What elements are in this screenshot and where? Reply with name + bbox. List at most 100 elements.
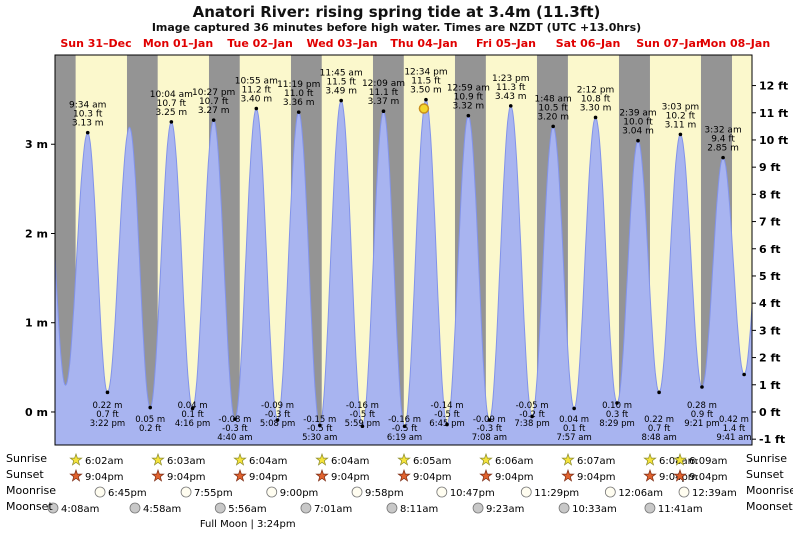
- high-tide-dot: [339, 98, 343, 103]
- high-tide-time: 12:34 pm: [404, 68, 447, 78]
- low-tide-ft: -0.5 ft: [307, 424, 333, 434]
- moonset-time: 7:01am: [314, 504, 352, 515]
- low-tide-m: -0.05 m: [516, 401, 549, 411]
- moonset-icon: [47, 502, 59, 514]
- right-axis-tick-label: 10 ft: [759, 134, 788, 147]
- low-tide-time: 8:29 pm: [599, 419, 634, 429]
- low-tide-dot: [487, 418, 492, 422]
- moonrise-icon: [604, 486, 616, 498]
- high-tide-ft: 10.3 ft: [73, 110, 103, 120]
- high-tide-dot: [593, 115, 598, 120]
- high-tide-m: 2.85 m: [707, 144, 739, 154]
- low-tide-ft: 0.9 ft: [691, 410, 714, 420]
- high-tide-m: 3.04 m: [622, 127, 654, 137]
- low-tide-time: 7:38 pm: [514, 419, 549, 429]
- low-tide-m: 0.05 m: [135, 415, 165, 425]
- low-tide-time: 6:45 pm: [429, 419, 464, 429]
- high-tide-ft: 10.2 ft: [666, 111, 696, 121]
- low-tide-m: -0.15 m: [303, 415, 336, 425]
- low-tide-ft: 0.7 ft: [648, 424, 671, 434]
- moonset-time: 9:23am: [486, 504, 524, 515]
- high-tide-time: 10:55 am: [235, 77, 278, 87]
- low-tide-time: 7:08 am: [472, 433, 507, 443]
- low-tide-ft: 0.2 ft: [139, 424, 162, 434]
- low-tide-ft: -0.3 ft: [265, 410, 291, 420]
- high-tide-m: 3.11 m: [665, 120, 697, 130]
- low-tide-dot: [105, 390, 110, 395]
- moonrise-icon: [180, 486, 192, 498]
- right-axis-tick-label: 2 ft: [759, 352, 781, 365]
- right-axis-tick-label: 4 ft: [759, 297, 781, 310]
- page-subtitle: Image captured 36 minutes before high wa…: [151, 21, 642, 34]
- high-tide-time: 10:27 pm: [192, 88, 235, 98]
- low-tide-ft: -0.2 ft: [519, 410, 545, 420]
- low-tide-time: 5:30 am: [302, 433, 337, 443]
- moonset-time: 5:56am: [228, 504, 266, 515]
- sunrise-time: 6:07am: [577, 456, 615, 467]
- sunrise-time: 6:02am: [85, 456, 123, 467]
- moonrise-time: 12:39am: [692, 488, 737, 499]
- high-tide-m: 3.50 m: [410, 86, 442, 96]
- right-axis-tick-label: 11 ft: [759, 107, 788, 120]
- high-tide-m: 3.43 m: [495, 92, 527, 102]
- high-tide-ft: 10.9 ft: [454, 93, 484, 103]
- moonrise-time: 7:55pm: [194, 488, 233, 499]
- high-tide-m: 3.25 m: [156, 108, 188, 118]
- low-tide-m: 0.42 m: [719, 415, 749, 425]
- sunset-icon: [561, 468, 575, 482]
- low-tide-m: -0.09 m: [473, 415, 506, 425]
- sunset-icon: [151, 468, 165, 482]
- moonrise-icon: [520, 486, 532, 498]
- moonrise-icon: [436, 486, 448, 498]
- high-tide-dot: [636, 138, 640, 143]
- high-tide-m: 3.36 m: [283, 98, 315, 108]
- low-tide-dot: [742, 372, 746, 377]
- low-tide-m: -0.09 m: [261, 401, 294, 411]
- sunrise-icon: [397, 452, 411, 466]
- high-tide-m: 3.40 m: [240, 95, 272, 105]
- low-tide-dot: [572, 406, 576, 411]
- day-label: Mon 01–Jan: [143, 37, 213, 50]
- low-tide-m: 0.22 m: [644, 415, 674, 425]
- high-tide-m: 3.30 m: [580, 103, 612, 113]
- high-tide-time: 1:23 pm: [492, 74, 530, 84]
- high-tide-dot: [169, 120, 174, 124]
- low-tide-m: -0.08 m: [218, 415, 251, 425]
- sunrise-icon: [643, 452, 657, 466]
- sunrise-icon: [233, 452, 247, 466]
- sunset-time: 9:04pm: [167, 472, 206, 483]
- low-tide-ft: 0.1 ft: [181, 410, 204, 420]
- sunset-time: 9:04pm: [249, 472, 288, 483]
- right-axis-tick-label: 5 ft: [759, 270, 781, 283]
- sunset-icon: [673, 468, 687, 482]
- right-axis-tick-label: 9 ft: [759, 161, 781, 174]
- moonset-time: 4:08am: [61, 504, 99, 515]
- left-axis-tick-label: 3 m: [25, 138, 48, 151]
- high-tide-ft: 10.0 ft: [623, 118, 653, 128]
- moonrise-icon: [94, 486, 106, 498]
- right-axis: -1 ft 0 ft 1 ft 2 ft 3 ft 4 ft 5 ft 6 ft 7 ft 8 f…: [752, 80, 788, 446]
- sunrise-icon: [69, 452, 83, 466]
- moonrise-label-left: Moonrise: [6, 484, 56, 497]
- high-tide-ft: 11.5 ft: [411, 77, 441, 87]
- moonset-icon: [472, 502, 484, 514]
- moonset-time: 4:58am: [143, 504, 181, 515]
- moonset-icon: [214, 502, 226, 514]
- moonrise-icon: [351, 486, 363, 498]
- high-tide-dot: [296, 110, 301, 114]
- sunset-icon: [315, 468, 329, 482]
- low-tide-ft: -0.3 ft: [222, 424, 248, 434]
- page-title: Anatori River: rising spring tide at 3.4…: [192, 3, 601, 21]
- low-tide-ft: 0.7 ft: [96, 410, 119, 420]
- sunset-time: 9:04pm: [577, 472, 616, 483]
- moonset-icon: [644, 502, 656, 514]
- low-tide-time: 9:41 am: [716, 433, 751, 443]
- low-tide-m: 0.28 m: [687, 401, 717, 411]
- moonrise-label-right: Moonrise: [746, 484, 793, 497]
- low-tide-time: 3:22 pm: [90, 419, 125, 429]
- right-axis-tick-label: 7 ft: [759, 216, 781, 229]
- sunrise-time: 6:09am: [689, 456, 727, 467]
- high-tide-ft: 10.7 ft: [157, 99, 187, 109]
- left-axis-tick-label: 0 m: [25, 406, 48, 419]
- low-tide-time: 8:48 am: [641, 433, 676, 443]
